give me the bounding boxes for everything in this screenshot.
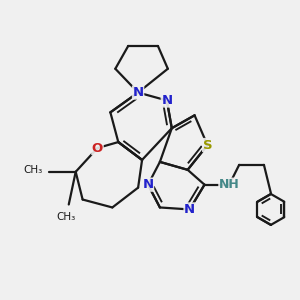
Text: O: O bbox=[92, 142, 103, 154]
Text: CH₃: CH₃ bbox=[24, 165, 43, 175]
Text: S: S bbox=[203, 139, 212, 152]
Text: N: N bbox=[184, 203, 195, 216]
Text: N: N bbox=[161, 94, 172, 107]
Text: N: N bbox=[133, 86, 144, 99]
Text: CH₃: CH₃ bbox=[56, 212, 75, 222]
Text: NH: NH bbox=[219, 178, 240, 191]
Text: N: N bbox=[142, 178, 154, 191]
